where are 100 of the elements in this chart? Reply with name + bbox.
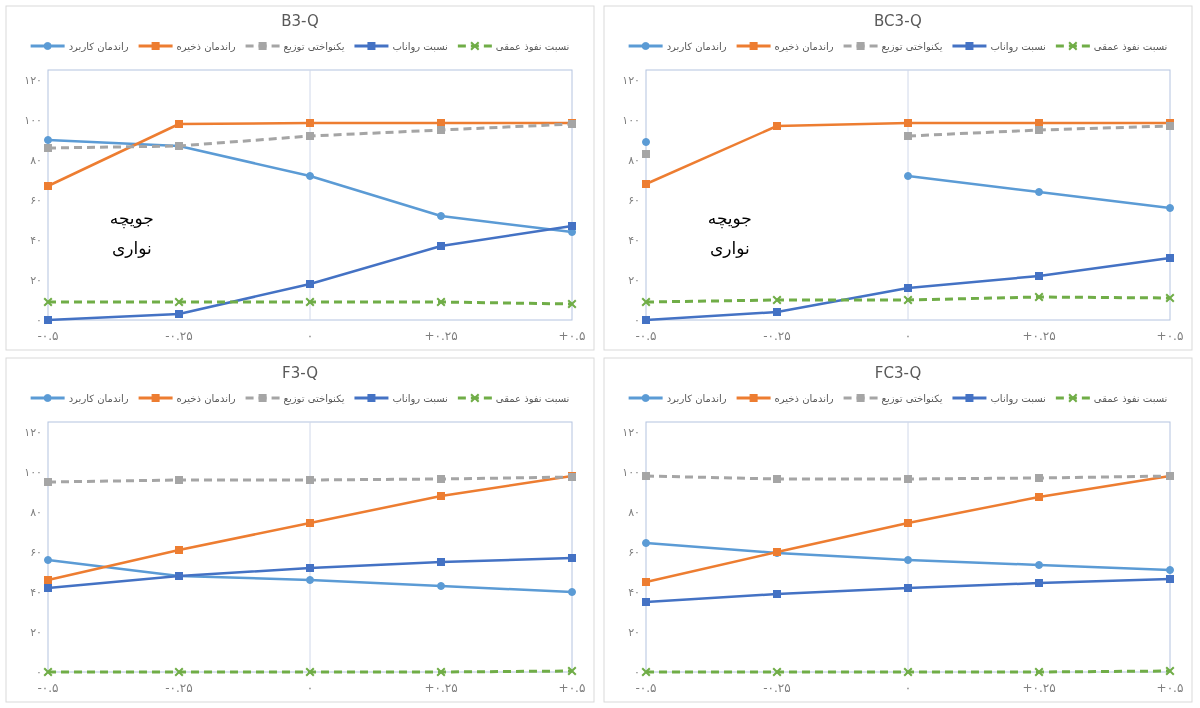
y-tick-label: ۴۰ <box>628 586 640 599</box>
point <box>306 564 314 572</box>
x-tick-label: +۰.۵ <box>558 329 586 343</box>
chart-title: F3-Q <box>282 364 318 382</box>
point <box>1166 204 1174 212</box>
point <box>568 222 576 230</box>
legend-label: راندمان ذخیره <box>176 393 236 404</box>
y-tick-label: ۶۰ <box>30 194 42 207</box>
point <box>904 119 912 127</box>
y-tick-label: ۲۰ <box>30 274 42 287</box>
point <box>1166 566 1174 574</box>
point <box>306 576 314 584</box>
point <box>642 578 650 586</box>
point <box>773 122 781 130</box>
point <box>44 478 52 486</box>
x-tick-label: ۰ <box>306 329 314 343</box>
legend-label: یکنواختی توزیع <box>881 41 943 53</box>
legend-label: نسبت رواناب <box>392 393 448 405</box>
y-tick-label: ۴۰ <box>30 586 42 599</box>
legend-label: راندمان کاربرد <box>666 393 727 404</box>
y-tick-label: ۴۰ <box>30 234 42 247</box>
y-tick-label: ۱۲۰ <box>24 74 42 87</box>
y-tick-label: ۱۰۰ <box>24 466 42 479</box>
point <box>772 667 782 677</box>
point <box>437 492 445 500</box>
y-tick-label: ۲۰ <box>30 626 42 639</box>
point <box>306 519 314 527</box>
legend-label: نسبت رواناب <box>392 41 448 53</box>
y-tick-label: ۱۰۰ <box>622 114 640 127</box>
point <box>772 295 782 305</box>
x-tick-label: -۰.۵ <box>37 329 59 343</box>
x-tick-label: -۰.۵ <box>635 681 657 695</box>
point <box>1166 254 1174 262</box>
legend-label: راندمان کاربرد <box>666 41 727 52</box>
legend-label: نسبت نفوذ عمقی <box>1093 393 1168 404</box>
point <box>903 295 913 305</box>
point <box>437 475 445 483</box>
point <box>1034 667 1044 677</box>
legend-label: نسبت نفوذ عمقی <box>495 393 570 404</box>
point <box>174 297 184 307</box>
y-tick-label: ۲۰ <box>628 274 640 287</box>
x-tick-label: ۰ <box>904 681 912 695</box>
point <box>1034 292 1044 302</box>
x-tick-label: ۰ <box>904 329 912 343</box>
y-tick-label: ۱۰۰ <box>24 114 42 127</box>
point <box>904 475 912 483</box>
point <box>904 132 912 140</box>
point <box>1165 666 1175 676</box>
point <box>1035 272 1043 280</box>
point <box>904 172 912 180</box>
x-tick-label: +۰.۵ <box>558 681 586 695</box>
point <box>43 667 53 677</box>
x-tick-label: +۰.۵ <box>1156 329 1184 343</box>
point <box>642 180 650 188</box>
point <box>44 144 52 152</box>
y-tick-label: ۰ <box>36 314 42 327</box>
point <box>642 472 650 480</box>
point <box>305 297 315 307</box>
chart-title: B3-Q <box>281 12 319 30</box>
point <box>437 242 445 250</box>
point <box>568 588 576 596</box>
point <box>44 182 52 190</box>
y-tick-label: ۱۲۰ <box>622 74 640 87</box>
point <box>567 299 577 309</box>
point <box>1035 126 1043 134</box>
x-tick-label: ۰ <box>306 681 314 695</box>
y-tick-label: ۰ <box>634 666 640 679</box>
y-tick-label: ۰ <box>634 314 640 327</box>
legend-label: یکنواختی توزیع <box>283 393 345 405</box>
point <box>175 546 183 554</box>
point <box>773 590 781 598</box>
point <box>306 172 314 180</box>
point <box>44 584 52 592</box>
point <box>642 150 650 158</box>
y-tick-label: ۴۰ <box>628 234 640 247</box>
y-tick-label: ۲۰ <box>628 626 640 639</box>
point <box>642 539 650 547</box>
point <box>437 212 445 220</box>
legend-label: راندمان ذخیره <box>774 393 834 404</box>
annotation: جویچه نواری <box>109 208 154 258</box>
x-tick-label: +۰.۲۵ <box>1022 329 1056 343</box>
y-tick-label: ۱۰۰ <box>622 466 640 479</box>
point <box>306 119 314 127</box>
x-tick-label: +۰.۲۵ <box>424 681 458 695</box>
legend-label: راندمان ذخیره <box>176 41 236 52</box>
point <box>568 554 576 562</box>
point <box>1035 579 1043 587</box>
point <box>1035 188 1043 196</box>
point <box>306 280 314 288</box>
point <box>642 316 650 324</box>
point <box>641 297 651 307</box>
y-tick-label: ۸۰ <box>30 506 42 519</box>
chart-title: FC3-Q <box>874 364 922 382</box>
point <box>44 556 52 564</box>
point <box>306 132 314 140</box>
legend-label: نسبت نفوذ عمقی <box>1093 41 1168 52</box>
x-tick-label: +۰.۵ <box>1156 681 1184 695</box>
point <box>642 138 650 146</box>
point <box>437 558 445 566</box>
y-tick-label: ۶۰ <box>30 546 42 559</box>
